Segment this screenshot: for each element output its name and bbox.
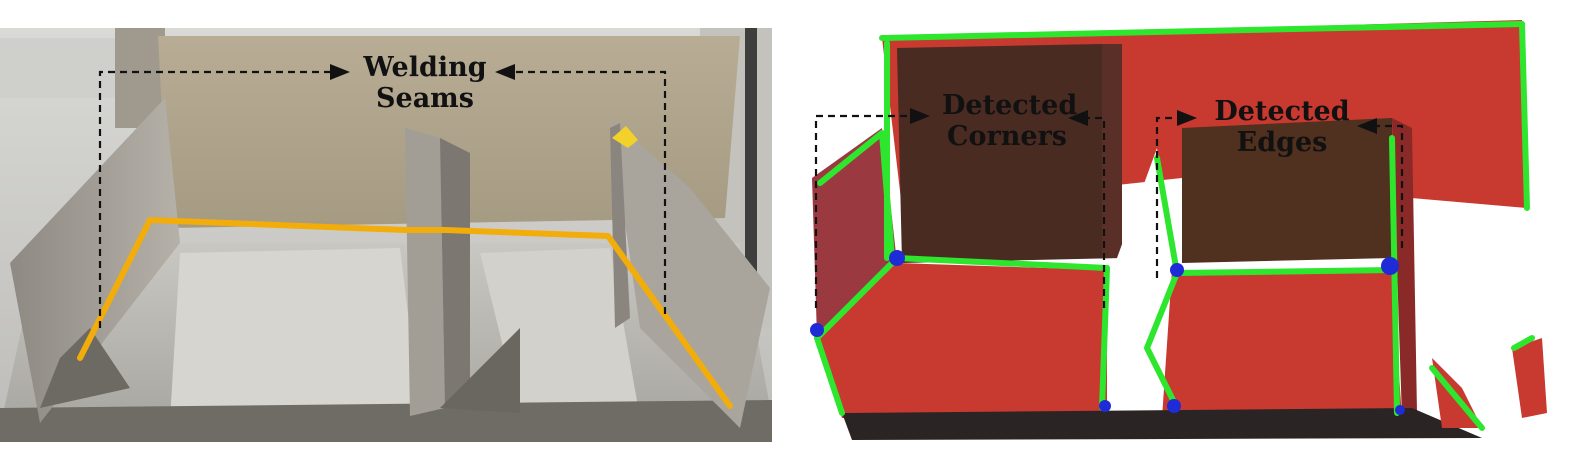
- detected-corners-label: Detected Corners: [942, 90, 1078, 153]
- arrow-head-corners-right: [1068, 110, 1088, 126]
- middle-divider: [405, 128, 445, 416]
- arrow-head-left: [330, 64, 350, 80]
- point-cloud-illustration: [802, 8, 1577, 446]
- left-wall: [10, 98, 180, 423]
- left-wall-cloud: [812, 128, 897, 338]
- welding-seams-line2: Seams: [376, 83, 474, 115]
- left-floor-cloud: [817, 263, 1107, 418]
- welding-seams-line1: Welding: [363, 52, 487, 83]
- seam-arrows: [98, 70, 667, 328]
- detected-corners-line1: Detected: [942, 90, 1078, 121]
- workpiece-photo: Welding Seams: [0, 28, 772, 442]
- detected-edges-line2: Edges: [1236, 127, 1328, 159]
- detected-edges-label: Detected Edges: [1212, 96, 1352, 158]
- point-cloud-view: Detected Corners Detected Edges: [802, 8, 1577, 446]
- welding-seams-label: Welding Seams: [360, 52, 490, 114]
- detected-corners-line2: Corners: [947, 121, 1067, 153]
- back-plate: [158, 36, 740, 228]
- detection-arrows: [814, 114, 1404, 308]
- workpiece-illustration: [0, 28, 772, 442]
- right-floor-cloud: [1162, 270, 1402, 418]
- detected-edges-line1: Detected: [1214, 96, 1350, 127]
- right-wall: [610, 118, 770, 428]
- welding-seam-line: [77, 217, 733, 409]
- arrow-head-edges-right: [1357, 118, 1377, 134]
- detected-corners: [810, 250, 1405, 415]
- arrow-head-edges-left: [1177, 110, 1197, 126]
- arrow-head-corners-left: [910, 108, 930, 124]
- arrow-head-right: [495, 64, 515, 80]
